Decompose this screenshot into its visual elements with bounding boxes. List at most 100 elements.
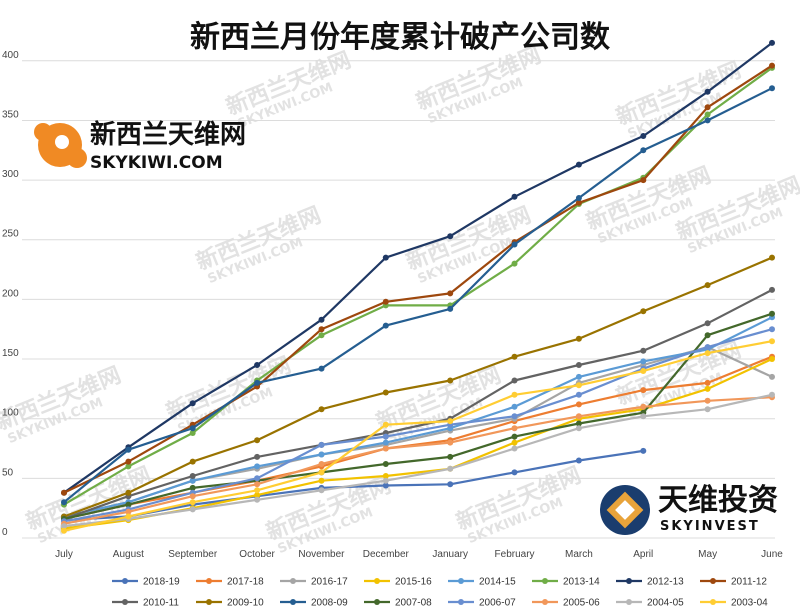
data-point [575, 401, 582, 408]
data-point [382, 298, 389, 305]
legend-item: 2011-12 [700, 577, 767, 588]
legend-label: 2004-05 [647, 598, 684, 609]
legend-marker [626, 578, 632, 584]
data-point [382, 482, 389, 489]
data-point [318, 365, 325, 372]
y-tick-label: 400 [2, 50, 19, 61]
y-tick-label: 350 [2, 109, 19, 120]
series-line [63, 340, 773, 532]
legend-label: 2007-08 [395, 598, 432, 609]
data-point [769, 326, 775, 333]
data-point [189, 400, 196, 407]
legend-label: 2010-11 [143, 598, 179, 609]
legend-item: 2010-11 [112, 598, 179, 609]
data-point [254, 492, 261, 499]
data-point [382, 461, 389, 467]
series-line [63, 396, 773, 525]
y-tick-label: 50 [2, 467, 14, 478]
data-point [704, 117, 711, 124]
data-point [575, 373, 582, 380]
legend-item: 2008-09 [280, 598, 348, 609]
data-point [511, 469, 518, 476]
legend-item: 2014-15 [448, 577, 516, 588]
data-point [575, 413, 582, 420]
data-point [61, 523, 67, 530]
legend-label: 2018-19 [143, 577, 180, 588]
x-tick-label: September [168, 549, 218, 560]
data-point [189, 473, 196, 479]
legend-label: 2016-17 [311, 577, 348, 588]
skyinvest-cn-text: 天维投资 [658, 483, 778, 518]
data-point [575, 382, 582, 389]
data-point [382, 421, 389, 428]
legend-item: 2017-18 [196, 577, 264, 588]
x-tick-label: January [432, 549, 468, 560]
data-point [318, 441, 325, 448]
data-point [254, 437, 261, 444]
legend-item: 2018-19 [112, 577, 180, 588]
data-point [254, 362, 261, 368]
x-tick-label: October [239, 549, 275, 560]
legend-marker [122, 578, 128, 584]
data-point [640, 387, 647, 394]
data-point [575, 457, 582, 464]
data-point [189, 458, 196, 465]
data-point [769, 391, 775, 398]
legend-label: 2011-12 [731, 577, 767, 588]
data-point [511, 425, 518, 432]
legend-item: 2004-05 [616, 598, 684, 609]
data-point [640, 358, 647, 365]
legend-label: 2014-15 [479, 577, 516, 588]
data-point [447, 465, 454, 472]
series-2007-08 [61, 310, 775, 522]
data-point [769, 356, 775, 362]
legend-item: 2013-14 [532, 577, 600, 588]
legend-label: 2005-06 [563, 598, 600, 609]
x-tick-label: August [113, 549, 144, 560]
legend-item: 2015-16 [364, 577, 432, 588]
data-point [382, 473, 389, 479]
data-point [511, 241, 518, 248]
data-point [769, 254, 775, 261]
legend-marker [626, 599, 632, 605]
series-line [63, 393, 773, 528]
data-point [189, 506, 196, 513]
x-tick-label: July [55, 549, 73, 560]
data-point [447, 453, 454, 460]
data-point [511, 391, 518, 398]
data-point [447, 305, 454, 312]
data-point [704, 397, 711, 404]
data-point [318, 469, 325, 476]
legend-item: 2006-07 [448, 598, 516, 609]
data-point [189, 499, 196, 506]
legend-marker [710, 599, 716, 605]
data-point [769, 62, 775, 69]
y-tick-label: 300 [2, 169, 19, 180]
data-point [640, 347, 647, 354]
data-point [254, 475, 261, 482]
data-point [769, 338, 775, 345]
logo-en-text: SKYKIWI.COM [90, 153, 223, 173]
data-point [769, 286, 775, 293]
data-point [511, 413, 518, 420]
legend: 2018-19 2017-18 2016-17 2015-16 2014-15 2013-… [112, 577, 768, 609]
data-point [704, 88, 711, 95]
data-point [640, 403, 647, 410]
data-point [189, 425, 196, 432]
y-tick-label: 250 [2, 229, 19, 240]
data-point [575, 195, 582, 201]
data-point [704, 332, 711, 339]
legend-marker [206, 578, 212, 584]
series-line [63, 312, 773, 520]
legend-marker [206, 599, 212, 605]
legend-marker [542, 578, 548, 584]
data-point [511, 403, 518, 410]
data-point [318, 326, 325, 333]
data-point [189, 493, 196, 500]
data-point [318, 316, 325, 323]
data-point [575, 362, 582, 368]
